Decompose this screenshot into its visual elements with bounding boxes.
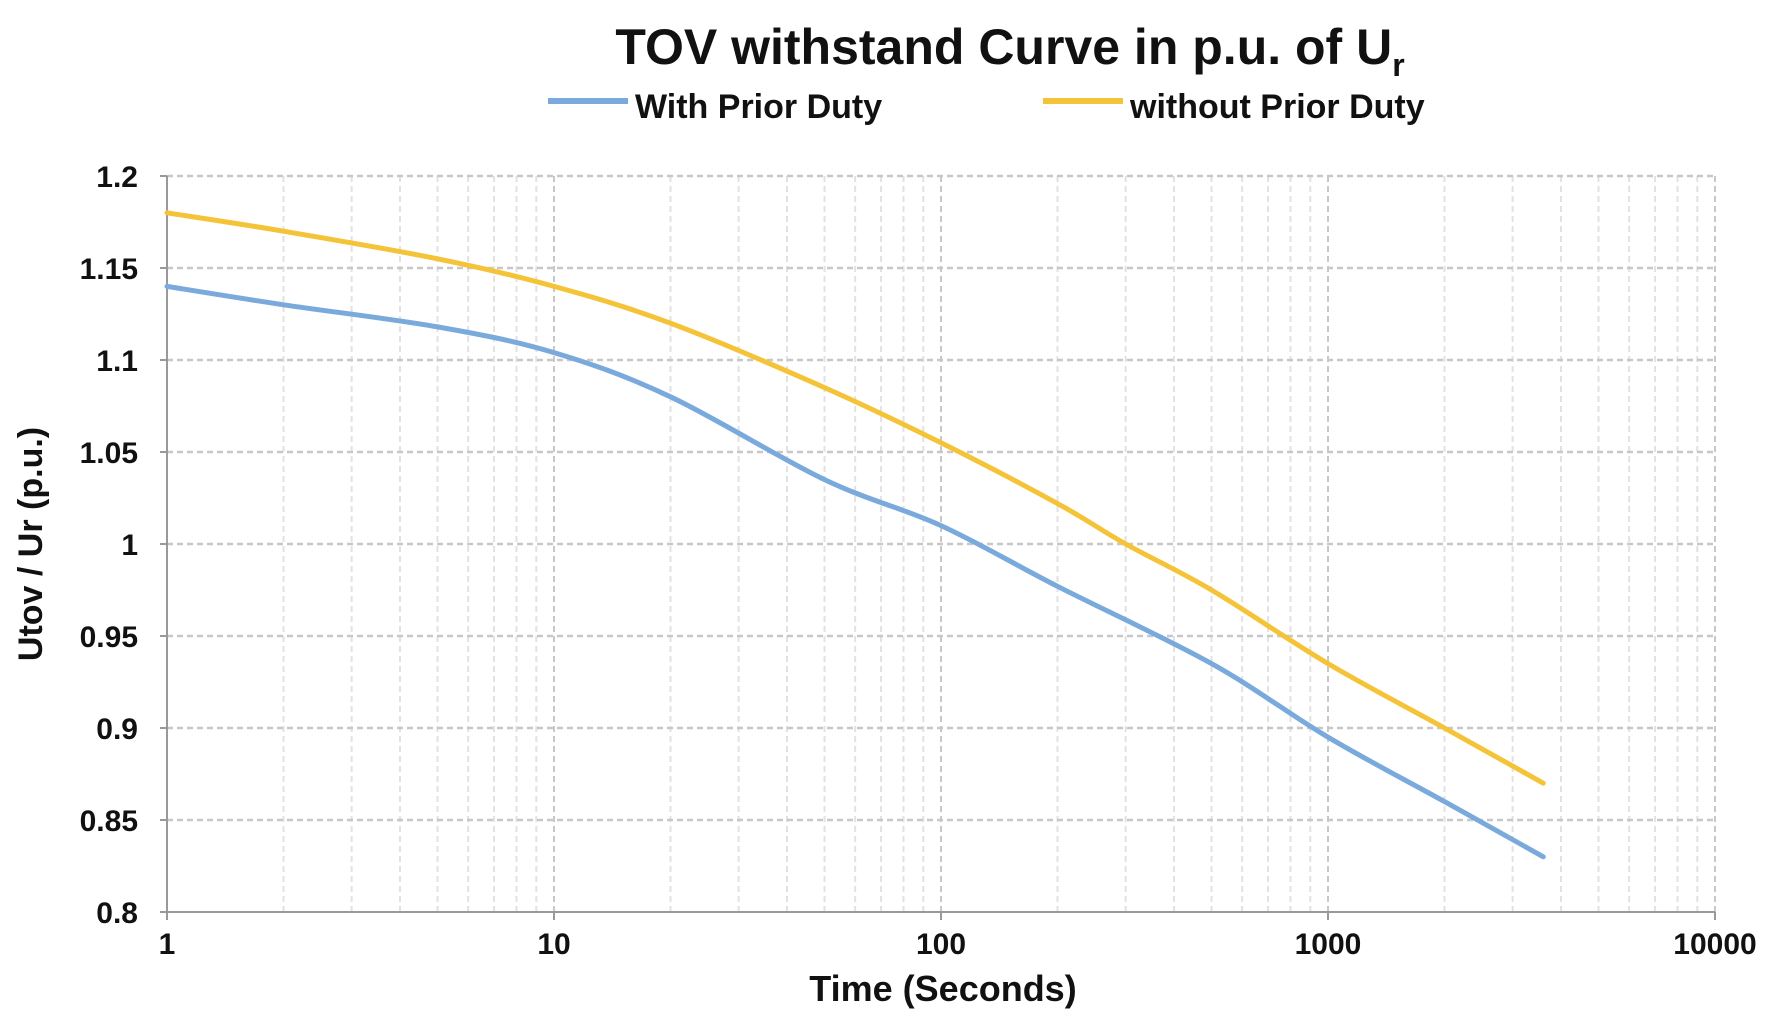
y-tick-label: 0.85 <box>80 805 138 838</box>
x-axis-label: Time (Seconds) <box>809 968 1076 1009</box>
x-tick-label: 10 <box>537 928 570 961</box>
series-line-with-prior-duty <box>164 283 1546 860</box>
y-axis-label: Utov / Ur (p.u.) <box>12 427 50 661</box>
tick-labels: 1 10 100 1000 10000 0.8 0.85 0.9 0.95 1 1.05 1.1 1.1… <box>80 161 1757 961</box>
legend-label-without-prior-duty: without Prior Duty <box>1129 88 1425 126</box>
chart-title: TOV withstand Curve in p.u. of Ur <box>615 19 1404 83</box>
y-tick-label: 0.8 <box>96 897 138 930</box>
y-tick-label: 1.1 <box>96 345 138 378</box>
series-line-without-prior-duty <box>164 210 1546 786</box>
y-tick-label: 0.9 <box>96 713 138 746</box>
x-tick-label: 1000 <box>1295 928 1362 961</box>
grid <box>167 174 1716 912</box>
y-tick-label: 1.15 <box>80 253 138 286</box>
y-tick-label: 1 <box>121 529 138 562</box>
legend: With Prior Duty without Prior Duty <box>548 88 1425 126</box>
y-tick-label: 0.95 <box>80 621 138 654</box>
axes <box>160 175 1716 920</box>
x-tick-label: 1 <box>159 928 176 961</box>
x-tick-label: 10000 <box>1673 928 1756 961</box>
y-tick-label: 1.05 <box>80 437 138 470</box>
y-tick-label: 1.2 <box>96 161 138 194</box>
legend-label-with-prior-duty: With Prior Duty <box>635 88 882 126</box>
x-tick-label: 100 <box>916 928 966 961</box>
series-group <box>164 210 1546 860</box>
